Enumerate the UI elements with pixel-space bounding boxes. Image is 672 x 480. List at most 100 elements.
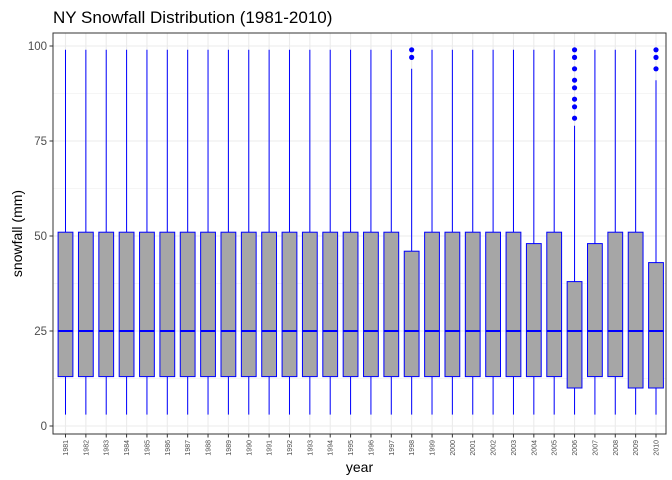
x-tick-label: 1982 xyxy=(83,440,90,456)
x-tick-label: 2004 xyxy=(531,440,538,456)
box-2008 xyxy=(607,49,624,415)
outlier-point xyxy=(653,66,659,72)
x-tick-label: 2006 xyxy=(572,440,579,456)
box-1989 xyxy=(220,49,237,415)
box-body xyxy=(240,231,257,378)
x-tick-label: 1998 xyxy=(409,440,416,456)
box-body xyxy=(57,231,74,378)
x-tick-label: 1989 xyxy=(226,440,233,456)
box-2001 xyxy=(464,49,481,415)
x-tick-label: 1986 xyxy=(165,440,172,456)
box-1997 xyxy=(383,49,400,415)
y-axis: 0 25 50 75 100 xyxy=(28,41,53,433)
box-2006 xyxy=(566,47,583,415)
x-tick-label: 2008 xyxy=(613,440,620,456)
box-body xyxy=(363,231,379,378)
box-2000 xyxy=(444,49,461,415)
x-tick-label: 2002 xyxy=(491,440,498,456)
x-tick-label: 1993 xyxy=(307,440,314,456)
box-body xyxy=(139,231,155,378)
box-2009 xyxy=(627,49,644,415)
outlier-point xyxy=(571,47,578,53)
box-body xyxy=(464,231,481,378)
box-1993 xyxy=(301,49,318,415)
box-2003 xyxy=(505,49,522,415)
x-tick-label: 2003 xyxy=(511,440,518,456)
box-body xyxy=(485,231,502,378)
x-tick-label: 1991 xyxy=(267,440,274,456)
box-1982 xyxy=(77,49,94,415)
panel-border xyxy=(52,32,667,435)
x-tick-label: 2001 xyxy=(470,440,477,456)
y-tick-label: 0 xyxy=(41,421,47,433)
y-tick-label: 50 xyxy=(34,231,47,243)
box-series xyxy=(57,47,664,415)
box-body xyxy=(322,231,339,378)
box-1985 xyxy=(139,49,155,415)
box-body xyxy=(179,231,196,378)
outlier-point xyxy=(653,54,659,61)
box-body xyxy=(627,231,644,389)
y-tick-label: 75 xyxy=(34,136,47,148)
box-body xyxy=(587,243,603,378)
box-body xyxy=(220,231,237,378)
box-1986 xyxy=(159,49,176,415)
box-body xyxy=(546,231,563,378)
outlier-point xyxy=(571,77,578,83)
box-1988 xyxy=(200,49,216,415)
x-tick-label: 1987 xyxy=(185,440,192,456)
box-body xyxy=(444,231,461,378)
box-body xyxy=(301,231,318,378)
x-tick-label: 2009 xyxy=(633,440,640,456)
x-tick-label: 2010 xyxy=(654,440,661,456)
y-tick-label: 25 xyxy=(34,326,47,338)
chart-title: NY Snowfall Distribution (1981-2010) xyxy=(53,8,332,27)
box-2005 xyxy=(546,49,563,415)
box-1999 xyxy=(424,49,440,415)
x-tick-label: 1997 xyxy=(389,440,396,456)
x-tick-label: 1983 xyxy=(104,440,111,456)
box-1983 xyxy=(98,49,115,415)
outlier-point xyxy=(653,47,659,53)
x-tick-label: 1996 xyxy=(368,440,375,456)
box-body xyxy=(98,231,115,378)
box-1992 xyxy=(281,49,298,415)
x-tick-label: 2000 xyxy=(450,440,457,456)
outlier-point xyxy=(409,47,415,53)
x-tick-label: 1985 xyxy=(144,440,151,456)
box-body xyxy=(505,231,522,378)
box-1990 xyxy=(240,49,257,415)
outlier-point xyxy=(409,54,415,61)
outlier-point xyxy=(571,104,578,110)
x-tick-label: 1988 xyxy=(206,440,213,456)
x-tick-label: 2007 xyxy=(592,440,599,456)
box-1991 xyxy=(261,49,278,415)
box-body xyxy=(383,231,400,378)
box-2002 xyxy=(485,49,502,415)
box-body xyxy=(607,231,624,378)
box-body xyxy=(281,231,298,378)
box-1987 xyxy=(179,49,196,415)
box-1998 xyxy=(403,47,420,415)
box-1981 xyxy=(57,49,74,415)
box-1995 xyxy=(342,49,359,415)
y-axis-title: snowfall (mm) xyxy=(9,190,25,277)
box-1984 xyxy=(118,49,135,415)
box-body xyxy=(159,231,176,378)
x-tick-label: 2005 xyxy=(552,440,559,456)
box-body xyxy=(118,231,135,378)
box-body xyxy=(342,231,359,378)
x-axis: 1981 1982 1983 1984 1985 1986 1987 1988 1989 1990… xyxy=(63,434,661,456)
outlier-point xyxy=(571,54,578,61)
x-tick-label: 1992 xyxy=(287,440,294,456)
box-body xyxy=(200,231,216,378)
x-tick-label: 1994 xyxy=(328,440,335,456)
y-tick-label: 100 xyxy=(28,41,47,53)
box-body xyxy=(525,243,542,378)
outlier-point xyxy=(571,115,578,121)
x-axis-title: year xyxy=(346,459,374,475)
box-body xyxy=(261,231,278,378)
outlier-point xyxy=(571,66,578,72)
box-1996 xyxy=(363,49,379,415)
